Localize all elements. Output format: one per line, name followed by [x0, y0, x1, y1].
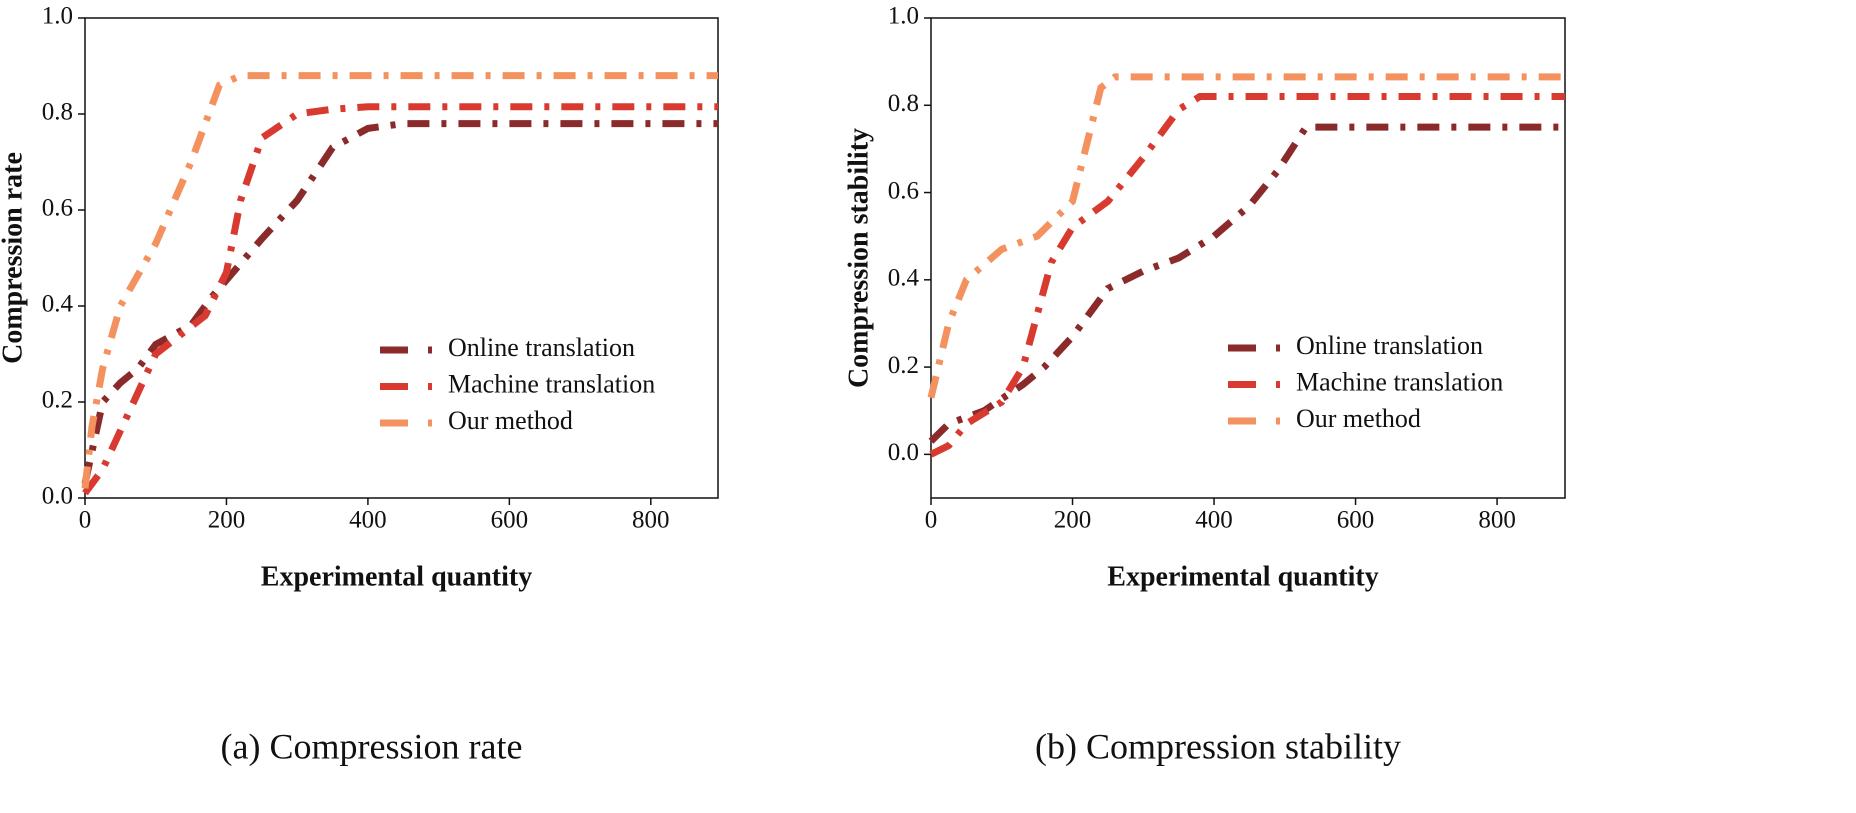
x-axis-title: Experimental quantity: [261, 561, 532, 592]
legend-label: Online translation: [1296, 331, 1483, 360]
caption: (a) Compression rate: [221, 726, 523, 766]
y-tick-label: 0.0: [888, 439, 919, 466]
series-line: [928, 123, 1565, 444]
x-tick-label: 0: [925, 507, 938, 534]
x-tick-label: 800: [632, 507, 670, 534]
y-tick-label: 0.6: [888, 177, 919, 204]
x-tick-label: 400: [1195, 507, 1233, 534]
x-tick-label: 600: [1337, 507, 1375, 534]
legend-label: Our method: [1296, 404, 1421, 433]
legend-label: Machine translation: [1296, 367, 1503, 396]
y-tick-label: 0.8: [42, 99, 73, 126]
series-line: [927, 73, 1565, 399]
legend-label: Our method: [448, 406, 573, 435]
y-tick-label: 0.2: [888, 352, 919, 379]
series-line: [82, 103, 718, 496]
y-tick-label: 0.6: [42, 195, 73, 222]
y-tick-label: 1.0: [888, 3, 919, 30]
y-axis-title: Compression stability: [843, 128, 874, 388]
y-tick-label: 0.4: [888, 265, 920, 292]
plot-frame: [930, 17, 1566, 499]
plot-frame: [84, 17, 719, 499]
y-axis-title: Compression rate: [0, 152, 28, 364]
x-axis-title: Experimental quantity: [1107, 561, 1378, 592]
y-tick-label: 1.0: [42, 3, 73, 30]
caption: (b) Compression stability: [1035, 726, 1401, 766]
y-tick-label: 0.8: [888, 90, 919, 117]
x-tick-label: 800: [1478, 507, 1516, 534]
y-tick-label: 0.0: [42, 483, 73, 510]
x-tick-label: 200: [208, 507, 246, 534]
series-line: [81, 72, 718, 489]
x-tick-label: 600: [491, 507, 529, 534]
y-tick-label: 0.2: [42, 387, 73, 414]
x-tick-label: 400: [349, 507, 387, 534]
x-tick-label: 200: [1054, 507, 1092, 534]
legend-label: Machine translation: [448, 369, 655, 398]
x-tick-label: 0: [79, 507, 92, 534]
y-tick-label: 0.4: [42, 291, 74, 318]
series-line: [81, 120, 718, 485]
series-line: [929, 93, 1565, 458]
legend-label: Online translation: [448, 333, 635, 362]
